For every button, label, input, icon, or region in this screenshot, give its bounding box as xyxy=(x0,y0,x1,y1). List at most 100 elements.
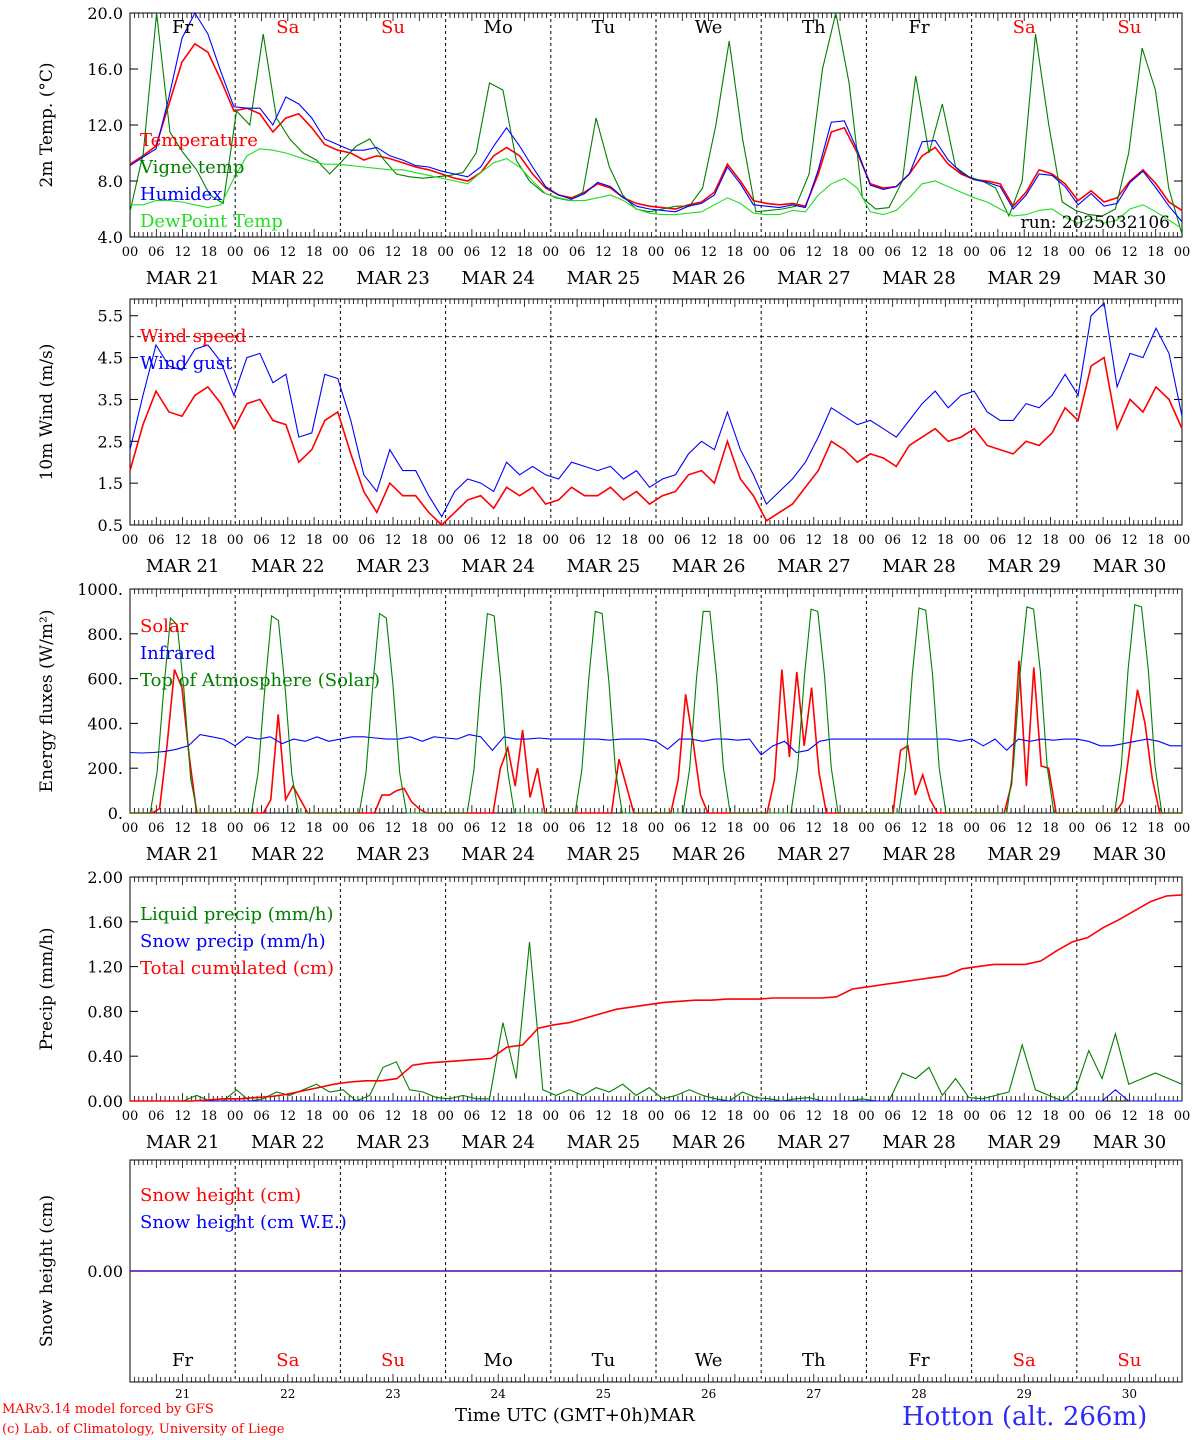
x-tick-label: 06 xyxy=(990,821,1007,836)
x-tick-label: 12 xyxy=(490,1109,507,1124)
x-tick-label: 00 xyxy=(1174,1109,1191,1124)
x-tick-label: 18 xyxy=(727,1109,744,1124)
date-label: MAR 21 xyxy=(146,1132,220,1153)
x-tick-label: 18 xyxy=(306,533,323,548)
x-tick-label: 06 xyxy=(358,821,375,836)
x-tick-label: 00 xyxy=(543,245,560,260)
day-number-label: 21 xyxy=(175,1387,190,1401)
y-tick-label: 20.0 xyxy=(87,4,123,23)
x-tick-label: 00 xyxy=(543,533,560,548)
x-tick-label: 18 xyxy=(516,533,533,548)
date-label: MAR 23 xyxy=(356,268,430,289)
series-humidex xyxy=(129,11,1183,222)
x-tick-label: 00 xyxy=(543,1109,560,1124)
x-tick-label: 00 xyxy=(858,245,875,260)
panel-frame xyxy=(129,588,1183,814)
weekday-label: Su xyxy=(1117,17,1141,38)
station-label: Hotton (alt. 266m) xyxy=(902,1402,1148,1432)
day-number-label: 30 xyxy=(1122,1387,1137,1401)
date-label: MAR 25 xyxy=(567,556,641,577)
x-tick-label: 06 xyxy=(569,245,586,260)
y-tick-label: 800. xyxy=(87,625,123,644)
x-tick-label: 06 xyxy=(990,1109,1007,1124)
x-tick-label: 12 xyxy=(1016,1109,1033,1124)
weekday-label: Mo xyxy=(484,17,513,38)
model-note: MARv3.14 model forced by GFS xyxy=(2,1402,214,1417)
panel-frame xyxy=(129,12,1183,238)
series-total-cumulated-cm- xyxy=(130,894,1183,1102)
weekday-label: Sa xyxy=(276,1350,299,1371)
x-tick-label: 06 xyxy=(253,245,270,260)
legend-dewpoint-temp: DewPoint Temp xyxy=(140,211,283,232)
y-tick-label: 600. xyxy=(87,670,123,689)
x-tick-label: 12 xyxy=(385,245,402,260)
x-tick-label: 00 xyxy=(1174,533,1191,548)
x-tick-label: 00 xyxy=(1174,245,1191,260)
weekday-label: Su xyxy=(381,1350,405,1371)
x-tick-label: 06 xyxy=(148,821,165,836)
x-tick-label: 00 xyxy=(858,821,875,836)
x-tick-label: 00 xyxy=(227,245,244,260)
x-tick-label: 12 xyxy=(595,533,612,548)
series-vigne-temp xyxy=(129,12,1183,235)
x-tick-label: 12 xyxy=(911,245,928,260)
x-tick-label: 12 xyxy=(385,821,402,836)
date-label: MAR 24 xyxy=(461,556,535,577)
x-tick-label: 06 xyxy=(674,533,691,548)
y-tick-label: 0.00 xyxy=(87,1262,123,1281)
y-tick-label: 3.5 xyxy=(98,390,123,409)
day-number-label: 25 xyxy=(596,1387,611,1401)
x-tick-label: 00 xyxy=(963,1109,980,1124)
x-tick-label: 06 xyxy=(779,533,796,548)
series-temperature xyxy=(129,42,1183,212)
x-tick-label: 12 xyxy=(700,245,717,260)
series-infrared xyxy=(129,734,1182,756)
x-tick-label: 12 xyxy=(280,821,297,836)
weekday-label: Su xyxy=(381,17,405,38)
weekday-label: Tu xyxy=(592,17,616,38)
x-tick-label: 18 xyxy=(937,821,954,836)
x-tick-label: 00 xyxy=(543,821,560,836)
date-label: MAR 29 xyxy=(987,268,1061,289)
y-axis-label: 10m Wind (m/s) xyxy=(37,344,57,481)
y-tick-label: 1.20 xyxy=(87,958,123,977)
x-tick-label: 18 xyxy=(306,245,323,260)
y-tick-label: 2.00 xyxy=(87,868,123,887)
x-tick-label: 06 xyxy=(884,821,901,836)
x-tick-label: 12 xyxy=(700,821,717,836)
x-tick-label: 06 xyxy=(884,1109,901,1124)
date-label: MAR 27 xyxy=(777,844,851,865)
x-tick-label: 06 xyxy=(1095,245,1112,260)
weekday-label: Tu xyxy=(592,1350,616,1371)
x-tick-label: 06 xyxy=(464,533,481,548)
y-axis-label: 2m Temp. (°C) xyxy=(37,62,57,187)
date-label: MAR 29 xyxy=(987,556,1061,577)
series-wind-speed xyxy=(129,356,1183,527)
x-tick-label: 00 xyxy=(227,533,244,548)
weekday-label: Fr xyxy=(172,17,193,38)
x-tick-label: 00 xyxy=(437,821,454,836)
x-tick-label: 06 xyxy=(148,533,165,548)
date-label: MAR 23 xyxy=(356,844,430,865)
x-tick-label: 00 xyxy=(122,245,139,260)
x-tick-label: 12 xyxy=(174,1109,191,1124)
x-tick-label: 00 xyxy=(753,245,770,260)
weekday-label: We xyxy=(695,1350,723,1371)
date-label: MAR 25 xyxy=(567,268,641,289)
x-tick-label: 06 xyxy=(779,245,796,260)
x-tick-label: 00 xyxy=(963,533,980,548)
time-axis-label: Time UTC (GMT+0h)MAR xyxy=(455,1405,695,1426)
date-label: MAR 30 xyxy=(1093,556,1167,577)
lab-note: (c) Lab. of Climatology, University of L… xyxy=(2,1422,285,1437)
y-tick-label: 8.0 xyxy=(98,172,123,191)
x-tick-label: 18 xyxy=(621,533,638,548)
x-tick-label: 18 xyxy=(516,245,533,260)
weekday-label: Fr xyxy=(172,1350,193,1371)
x-tick-label: 06 xyxy=(464,245,481,260)
x-tick-label: 12 xyxy=(911,1109,928,1124)
x-tick-label: 18 xyxy=(1042,533,1059,548)
legend-top-of-atmosphere-solar-: Top of Atmosphere (Solar) xyxy=(140,670,380,691)
x-tick-label: 18 xyxy=(411,821,428,836)
x-tick-label: 12 xyxy=(806,821,823,836)
date-label: MAR 25 xyxy=(567,844,641,865)
